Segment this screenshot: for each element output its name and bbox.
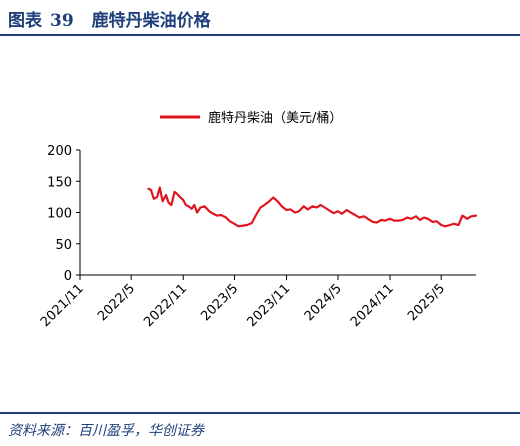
x-tick-label: 2025/5 — [405, 281, 448, 324]
figure-title: 图表 39 鹿特丹柴油价格 — [8, 6, 211, 31]
y-tick-label: 50 — [55, 238, 72, 253]
figure-label: 图表 — [8, 11, 42, 31]
y-tick-label: 150 — [47, 175, 72, 190]
footer-rule — [0, 412, 520, 414]
x-tick-label: 2021/11 — [38, 281, 87, 330]
y-tick-label: 0 — [64, 269, 72, 284]
x-tick-label: 2023/5 — [198, 281, 241, 324]
figure-header: 图表 39 鹿特丹柴油价格 — [0, 0, 520, 40]
x-tick-label: 2024/5 — [302, 281, 345, 324]
legend-label: 鹿特丹柴油（美元/桶） — [208, 110, 342, 126]
legend: 鹿特丹柴油（美元/桶） — [160, 110, 342, 126]
x-tick-label: 2022/5 — [95, 281, 138, 324]
y-tick-label: 100 — [47, 207, 72, 222]
header-rule — [0, 34, 520, 36]
x-tick-label: 2022/11 — [141, 281, 190, 330]
x-tick-label: 2023/11 — [245, 281, 294, 330]
source-note: 资料来源：百川盈孚，华创证券 — [8, 423, 204, 439]
series-line — [147, 186, 478, 228]
figure-title-text: 鹿特丹柴油价格 — [91, 11, 211, 31]
plot-area — [147, 186, 478, 228]
figure-number: 39 — [50, 11, 74, 31]
x-tick-label: 2024/11 — [348, 281, 397, 330]
y-tick-label: 200 — [47, 144, 72, 159]
